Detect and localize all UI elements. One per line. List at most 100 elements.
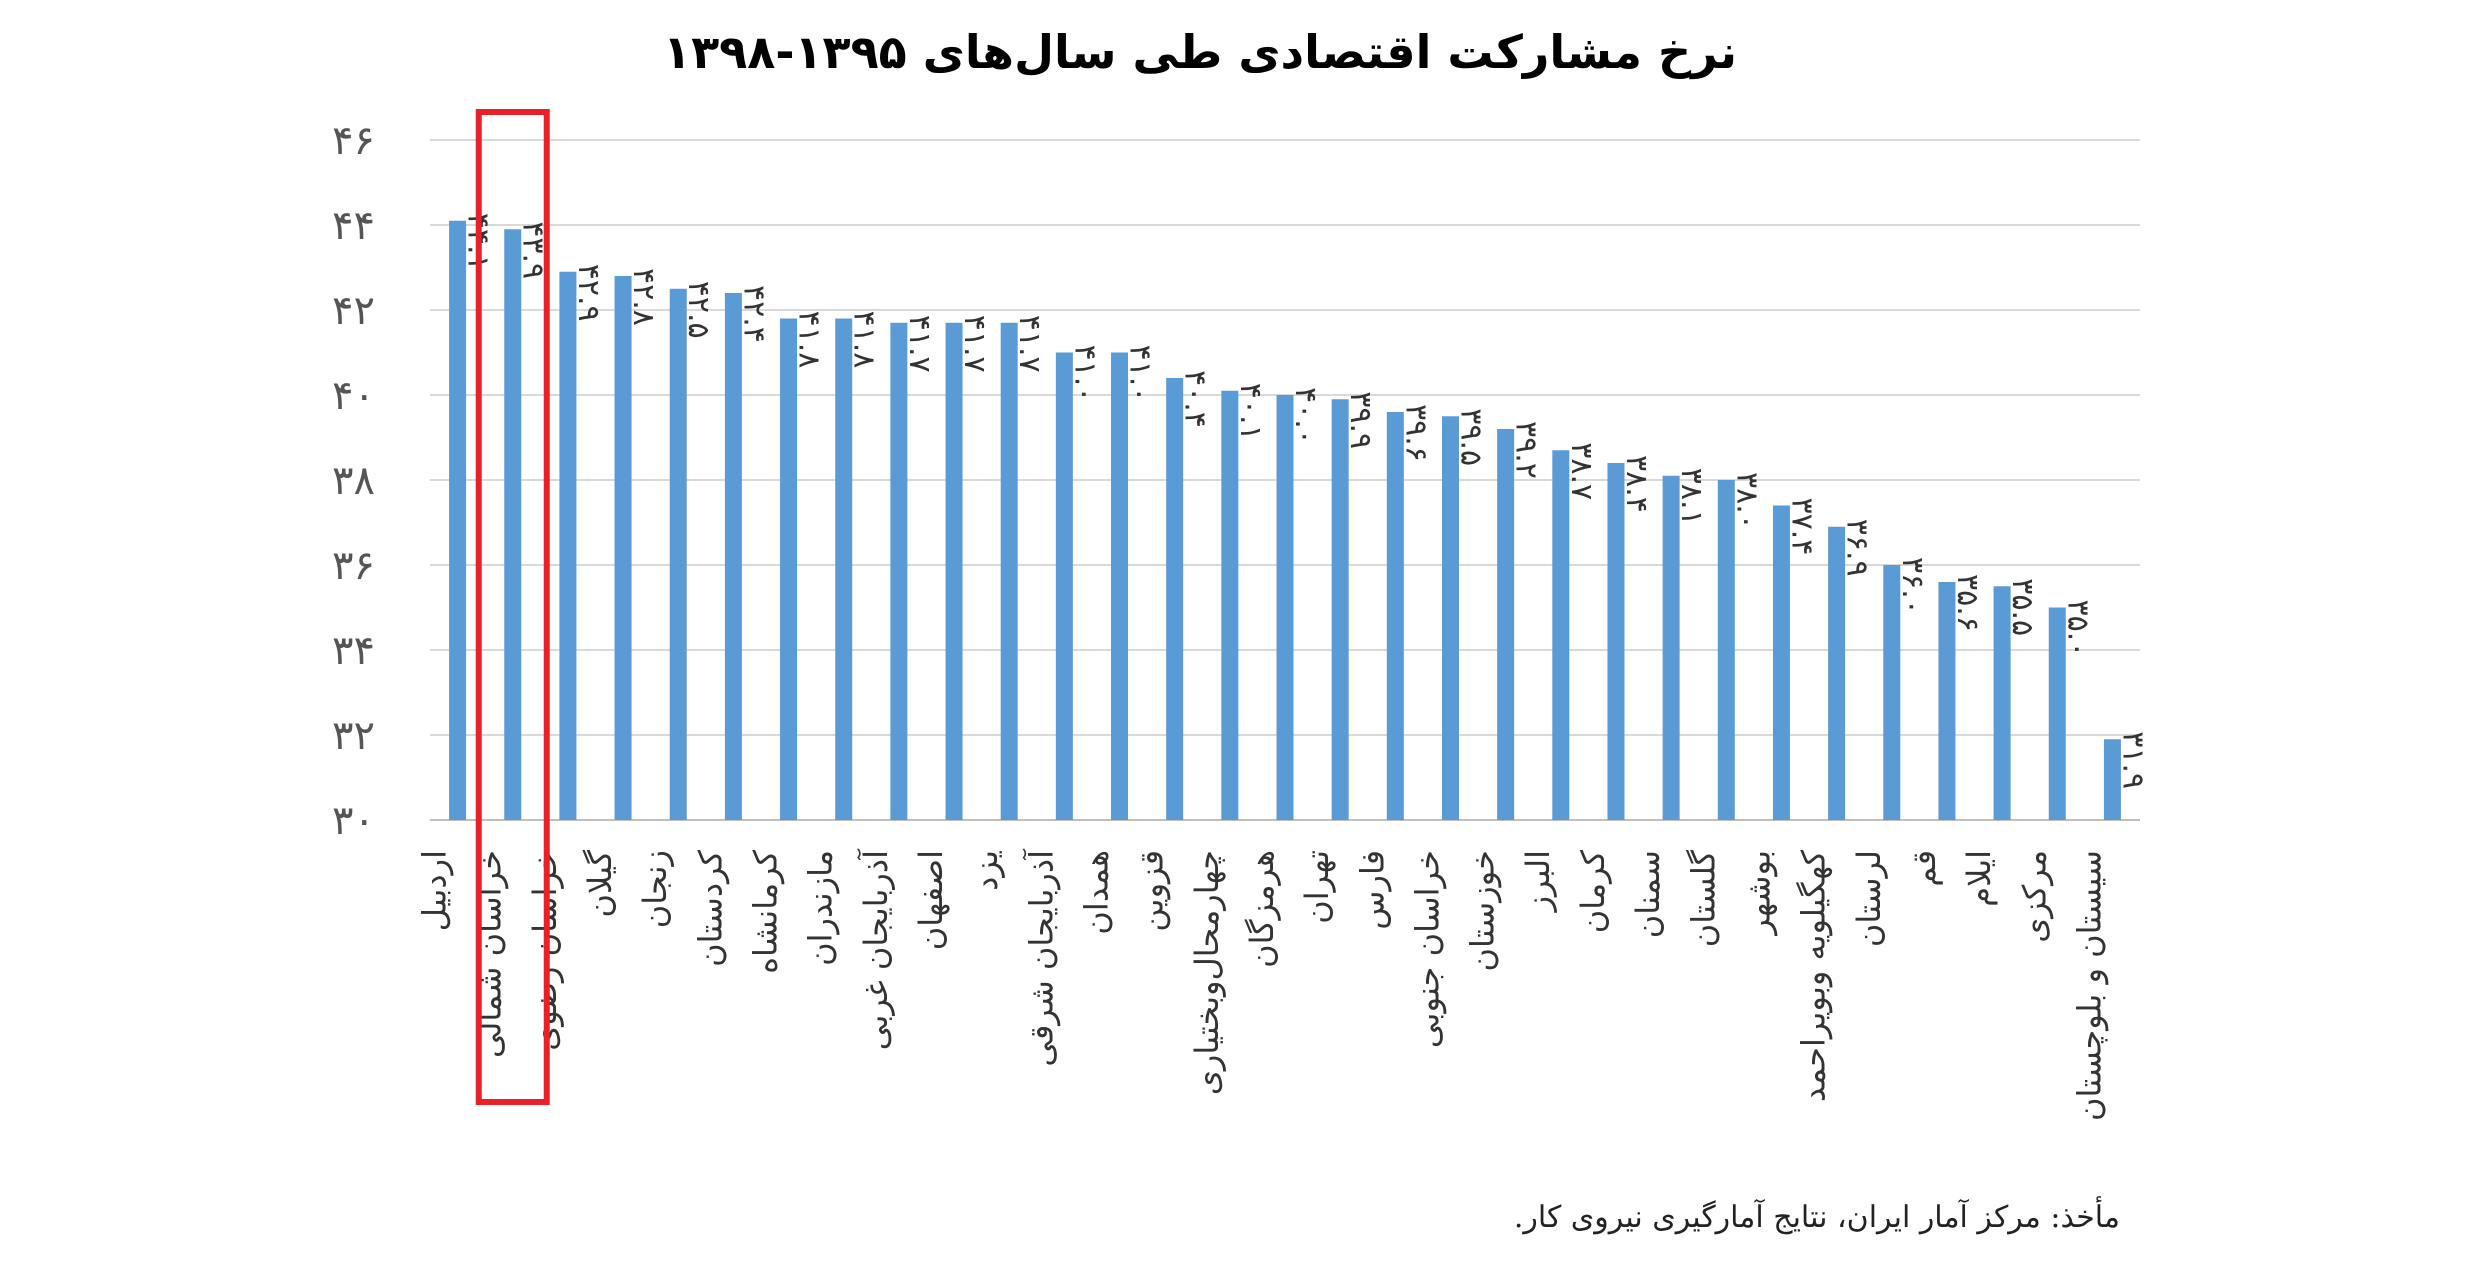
category-label: گلستان — [1684, 849, 1722, 947]
data-label: ۳۸.۷ — [1564, 442, 1599, 500]
category-label: کرمان — [1574, 849, 1612, 933]
category-label: اردبیل — [416, 850, 454, 931]
y-tick-label: ۳۲ — [332, 713, 375, 759]
y-tick-label: ۴۴ — [332, 203, 375, 249]
data-label: ۳۸.۴ — [1619, 455, 1654, 513]
bar — [945, 322, 963, 820]
bar — [1993, 586, 2011, 820]
bar — [614, 276, 632, 820]
bar — [1607, 463, 1625, 820]
bar — [1828, 526, 1846, 820]
bar — [1386, 412, 1404, 820]
data-label: ۴۲.۹ — [571, 264, 606, 322]
bar — [559, 271, 577, 820]
category-label: زنجان — [636, 850, 674, 928]
category-label: لرستان — [1850, 850, 1888, 947]
bar — [1166, 378, 1184, 820]
bar — [1497, 429, 1515, 820]
data-label: ۳۹.۲ — [1509, 421, 1544, 479]
data-label: ۳۷.۴ — [1784, 498, 1819, 556]
bar — [1717, 480, 1735, 820]
bar — [890, 322, 908, 820]
bar — [1662, 475, 1680, 820]
category-label: همدان — [1078, 850, 1116, 935]
data-label: ۳۵.۶ — [1950, 574, 1985, 632]
y-tick-label: ۳۸ — [332, 458, 375, 504]
y-tick-label: ۴۶ — [332, 118, 375, 164]
category-label: سیستان و بلوچستان — [2070, 850, 2108, 1121]
category-labels: اردبیل خراسان شمالی خراسان رضوی گیلان زنجان ک… — [416, 848, 2109, 1121]
data-label: ۴۲.۴ — [736, 285, 771, 343]
bars — [449, 220, 2121, 820]
category-label: هرمزگان — [1243, 850, 1281, 968]
category-label: سمنان — [1629, 850, 1667, 938]
bar — [1276, 395, 1294, 820]
chart-title: نرخ مشارکت اقتصادی طی سال‌های ۱۳۹۵-۱۳۹۸ — [663, 25, 1737, 79]
category-label: ایلام — [1960, 850, 1998, 907]
bar — [1772, 505, 1790, 820]
data-label: ۴۲.۵ — [681, 281, 716, 339]
data-label: ۳۱.۹ — [2115, 731, 2150, 789]
source-note: مأخذ: مرکز آمار ایران، نتایج آمارگیری نی… — [1513, 1200, 2120, 1235]
bar — [1552, 450, 1570, 820]
data-label: ۳۹.۹ — [1343, 391, 1378, 449]
category-label: گیلان — [581, 849, 619, 917]
bar — [1221, 390, 1239, 820]
category-label: چهارمحال‌وبختیاری — [1188, 850, 1226, 1095]
category-label: کهگیلویه وبویراحمد — [1795, 849, 1833, 1102]
y-tick-label: ۴۲ — [332, 288, 375, 334]
category-label: خراسان جنوبی — [1408, 850, 1446, 1048]
bar — [2048, 607, 2066, 820]
category-label: اصفهان — [912, 850, 950, 950]
y-tick-label: ۳۶ — [332, 543, 375, 589]
y-tick-label: ۴۰ — [332, 373, 375, 419]
data-labels: ۴۴.۱ ۴۳.۹۴۲.۹ ۴۲.۸ ۴۲.۵ ۴۲.۴ ۴۱.۸ ۴۱.۸ ۴۱.۷ ۴۱.۷… — [461, 213, 2151, 789]
category-label: تهران — [1298, 850, 1336, 924]
category-label: فارس — [1353, 850, 1391, 930]
bar — [1055, 352, 1073, 820]
bar — [1000, 322, 1018, 820]
bar — [504, 229, 522, 820]
bar — [2103, 739, 2121, 820]
data-label: ۴۰.۱ — [1233, 383, 1268, 441]
bar — [724, 293, 742, 820]
bar — [1331, 399, 1349, 820]
data-label: ۴۱.۷ — [957, 315, 992, 373]
data-label: ۳۹.۶ — [1398, 404, 1433, 462]
y-tick-label: ۳۰ — [332, 798, 375, 844]
category-label: البرز — [1519, 850, 1557, 913]
data-label: ۳۸.۱ — [1674, 468, 1709, 526]
bar — [1111, 352, 1129, 820]
data-label: ۴۰.۴ — [1178, 370, 1213, 428]
bar — [669, 288, 687, 820]
data-label: ۴۱.۰ — [1123, 345, 1158, 403]
category-label: آذربایجان غربی — [856, 848, 895, 1050]
data-label: ۳۶.۰ — [1895, 557, 1930, 615]
category-label: مرکزی — [2015, 850, 2053, 943]
bar — [780, 318, 798, 820]
data-label: ۴۱.۷ — [902, 315, 937, 373]
bar — [1883, 565, 1901, 820]
category-label: قم — [1905, 850, 1943, 887]
category-label: خوزستان — [1464, 850, 1502, 971]
category-label: کرمانشاه — [747, 849, 785, 974]
highlight-box — [475, 109, 550, 1105]
data-label: ۳۸.۰ — [1729, 472, 1764, 530]
data-label: ۴۰.۰ — [1288, 387, 1323, 445]
data-label: ۴۱.۸ — [847, 311, 882, 369]
bar — [1938, 582, 1956, 820]
bar — [449, 220, 467, 820]
y-axis-ticks: ۳۰ ۳۲ ۳۴ ۳۶ ۳۸ ۴۰ ۴۲ ۴۴ ۴۶ — [332, 118, 375, 844]
data-label: ۴۱.۰ — [1067, 345, 1102, 403]
category-label: کردستان — [691, 849, 729, 967]
bar — [835, 318, 853, 820]
category-label: مازندران — [802, 850, 840, 966]
category-label: آذربایجان شرقی — [1021, 848, 1060, 1067]
bar — [1441, 416, 1459, 820]
data-label: ۳۶.۹ — [1840, 519, 1875, 577]
category-label: قزوین — [1133, 850, 1171, 932]
category-label: بوشهر — [1739, 850, 1777, 937]
y-tick-label: ۳۴ — [332, 628, 375, 674]
data-label: ۳۵.۵ — [2005, 578, 2040, 636]
